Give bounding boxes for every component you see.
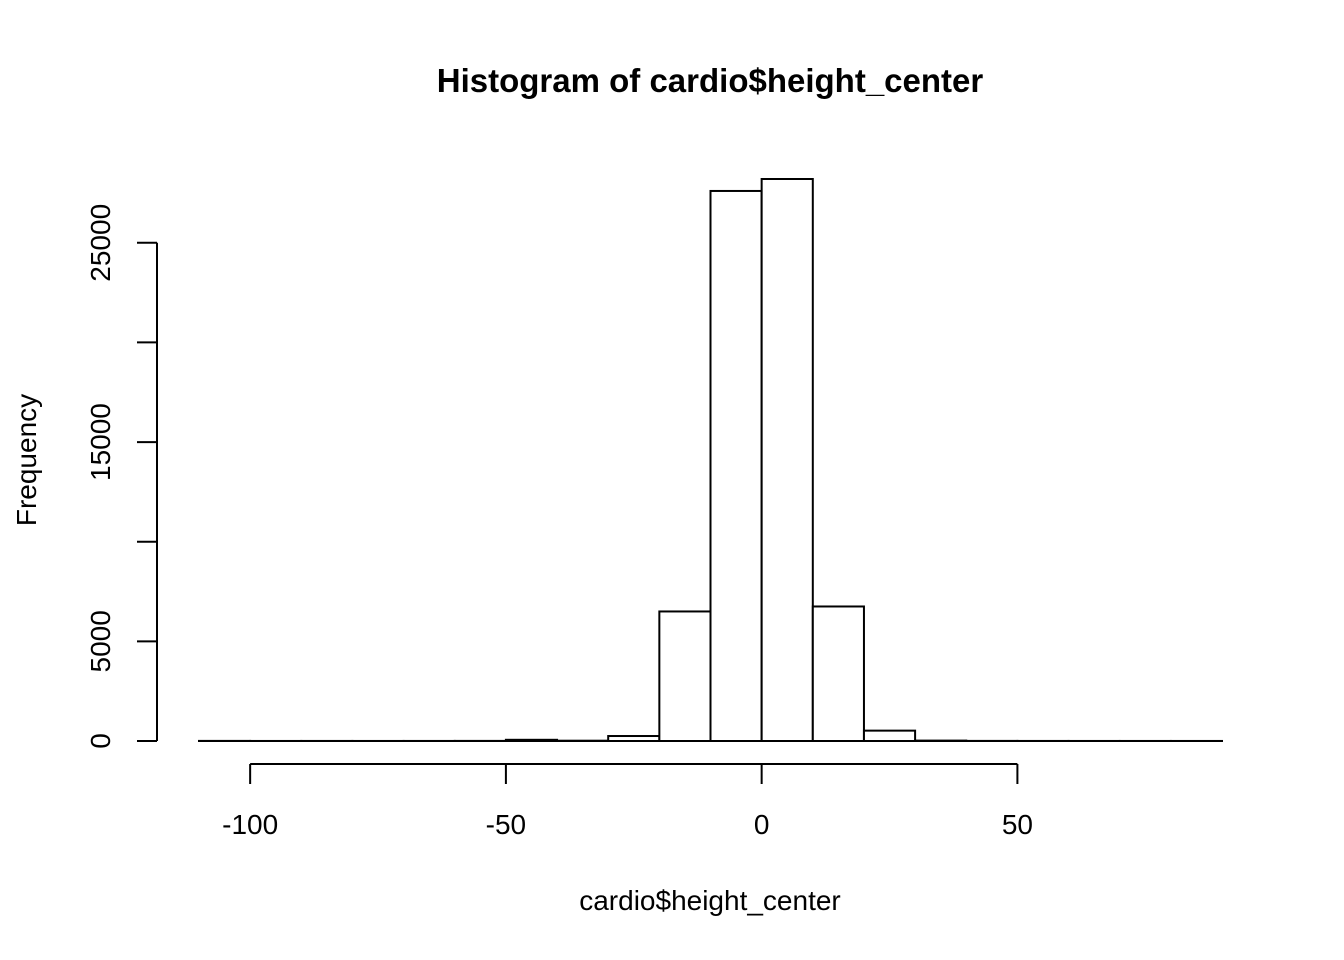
histogram-bar — [709, 189, 763, 742]
x-tick-label: 50 — [1002, 809, 1033, 840]
histogram-bar — [760, 178, 814, 742]
histogram-bar — [658, 610, 712, 742]
x-tick-label: -100 — [222, 809, 278, 840]
chart-title: Histogram of cardio$height_center — [437, 62, 984, 99]
x-tick-label: -50 — [486, 809, 526, 840]
x-axis-label: cardio$height_center — [579, 885, 841, 916]
y-axis-label: Frequency — [11, 394, 42, 526]
y-tick-label: 25000 — [85, 204, 116, 282]
y-axis: 0 5000 15000 25000 — [85, 204, 158, 749]
bars-group — [198, 178, 1223, 743]
histogram-bar — [862, 729, 917, 743]
y-tick-label: 15000 — [85, 403, 116, 481]
histogram-bar — [811, 605, 865, 742]
x-tick-label: 0 — [754, 809, 770, 840]
y-tick-label: 0 — [85, 733, 116, 749]
x-axis: -100 -50 0 50 — [222, 763, 1033, 840]
y-tick-label: 5000 — [85, 610, 116, 672]
